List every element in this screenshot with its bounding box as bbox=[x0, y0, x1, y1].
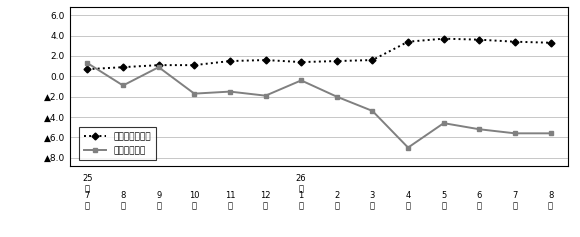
Text: 5
月: 5 月 bbox=[441, 191, 447, 210]
Line: 実質賃金指数: 実質賃金指数 bbox=[85, 61, 553, 150]
実質賃金指数 bbox=[440, 122, 447, 125]
実質賃金指数 bbox=[226, 90, 233, 93]
Text: 8
月: 8 月 bbox=[121, 191, 126, 210]
Text: 12
月: 12 月 bbox=[260, 191, 271, 210]
実質賃金指数 bbox=[405, 146, 412, 149]
実質賃金指数 bbox=[119, 84, 126, 87]
Text: 3
月: 3 月 bbox=[370, 191, 375, 210]
実質賃金指数 bbox=[512, 132, 519, 135]
実質賃金指数 bbox=[334, 95, 340, 98]
消費者物価指数 bbox=[334, 60, 340, 63]
消費者物価指数 bbox=[298, 61, 304, 64]
消費者物価指数 bbox=[440, 37, 447, 40]
消費者物価指数 bbox=[476, 38, 483, 41]
消費者物価指数 bbox=[547, 41, 554, 44]
消費者物価指数 bbox=[405, 40, 412, 43]
実質賃金指数 bbox=[369, 109, 376, 112]
消費者物価指数 bbox=[119, 66, 126, 68]
Text: 6
月: 6 月 bbox=[477, 191, 482, 210]
実質賃金指数 bbox=[547, 132, 554, 135]
Text: 9
月: 9 月 bbox=[156, 191, 161, 210]
消費者物価指数 bbox=[226, 60, 233, 63]
Text: 26
年: 26 年 bbox=[296, 174, 306, 194]
Text: 10
月: 10 月 bbox=[189, 191, 200, 210]
Text: 2
月: 2 月 bbox=[334, 191, 339, 210]
Text: 1
月: 1 月 bbox=[299, 191, 304, 210]
消費者物価指数 bbox=[84, 68, 91, 71]
Text: 7
月: 7 月 bbox=[85, 191, 90, 210]
Text: 8
月: 8 月 bbox=[548, 191, 553, 210]
Legend: 消費者物価指数, 実質賃金指数: 消費者物価指数, 実質賃金指数 bbox=[79, 127, 155, 160]
Line: 消費者物価指数: 消費者物価指数 bbox=[85, 36, 553, 72]
実質賃金指数 bbox=[262, 94, 269, 97]
Text: 4
月: 4 月 bbox=[405, 191, 411, 210]
Text: 11
月: 11 月 bbox=[224, 191, 235, 210]
消費者物価指数 bbox=[369, 59, 376, 61]
消費者物価指数 bbox=[191, 64, 198, 67]
実質賃金指数 bbox=[155, 66, 162, 68]
実質賃金指数 bbox=[476, 128, 483, 131]
実質賃金指数 bbox=[191, 92, 198, 95]
Text: 25
年: 25 年 bbox=[82, 174, 93, 194]
実質賃金指数 bbox=[298, 79, 304, 82]
実質賃金指数 bbox=[84, 62, 91, 64]
消費者物価指数 bbox=[262, 59, 269, 61]
消費者物価指数 bbox=[512, 40, 519, 43]
Text: 7
月: 7 月 bbox=[512, 191, 517, 210]
消費者物価指数 bbox=[155, 64, 162, 67]
